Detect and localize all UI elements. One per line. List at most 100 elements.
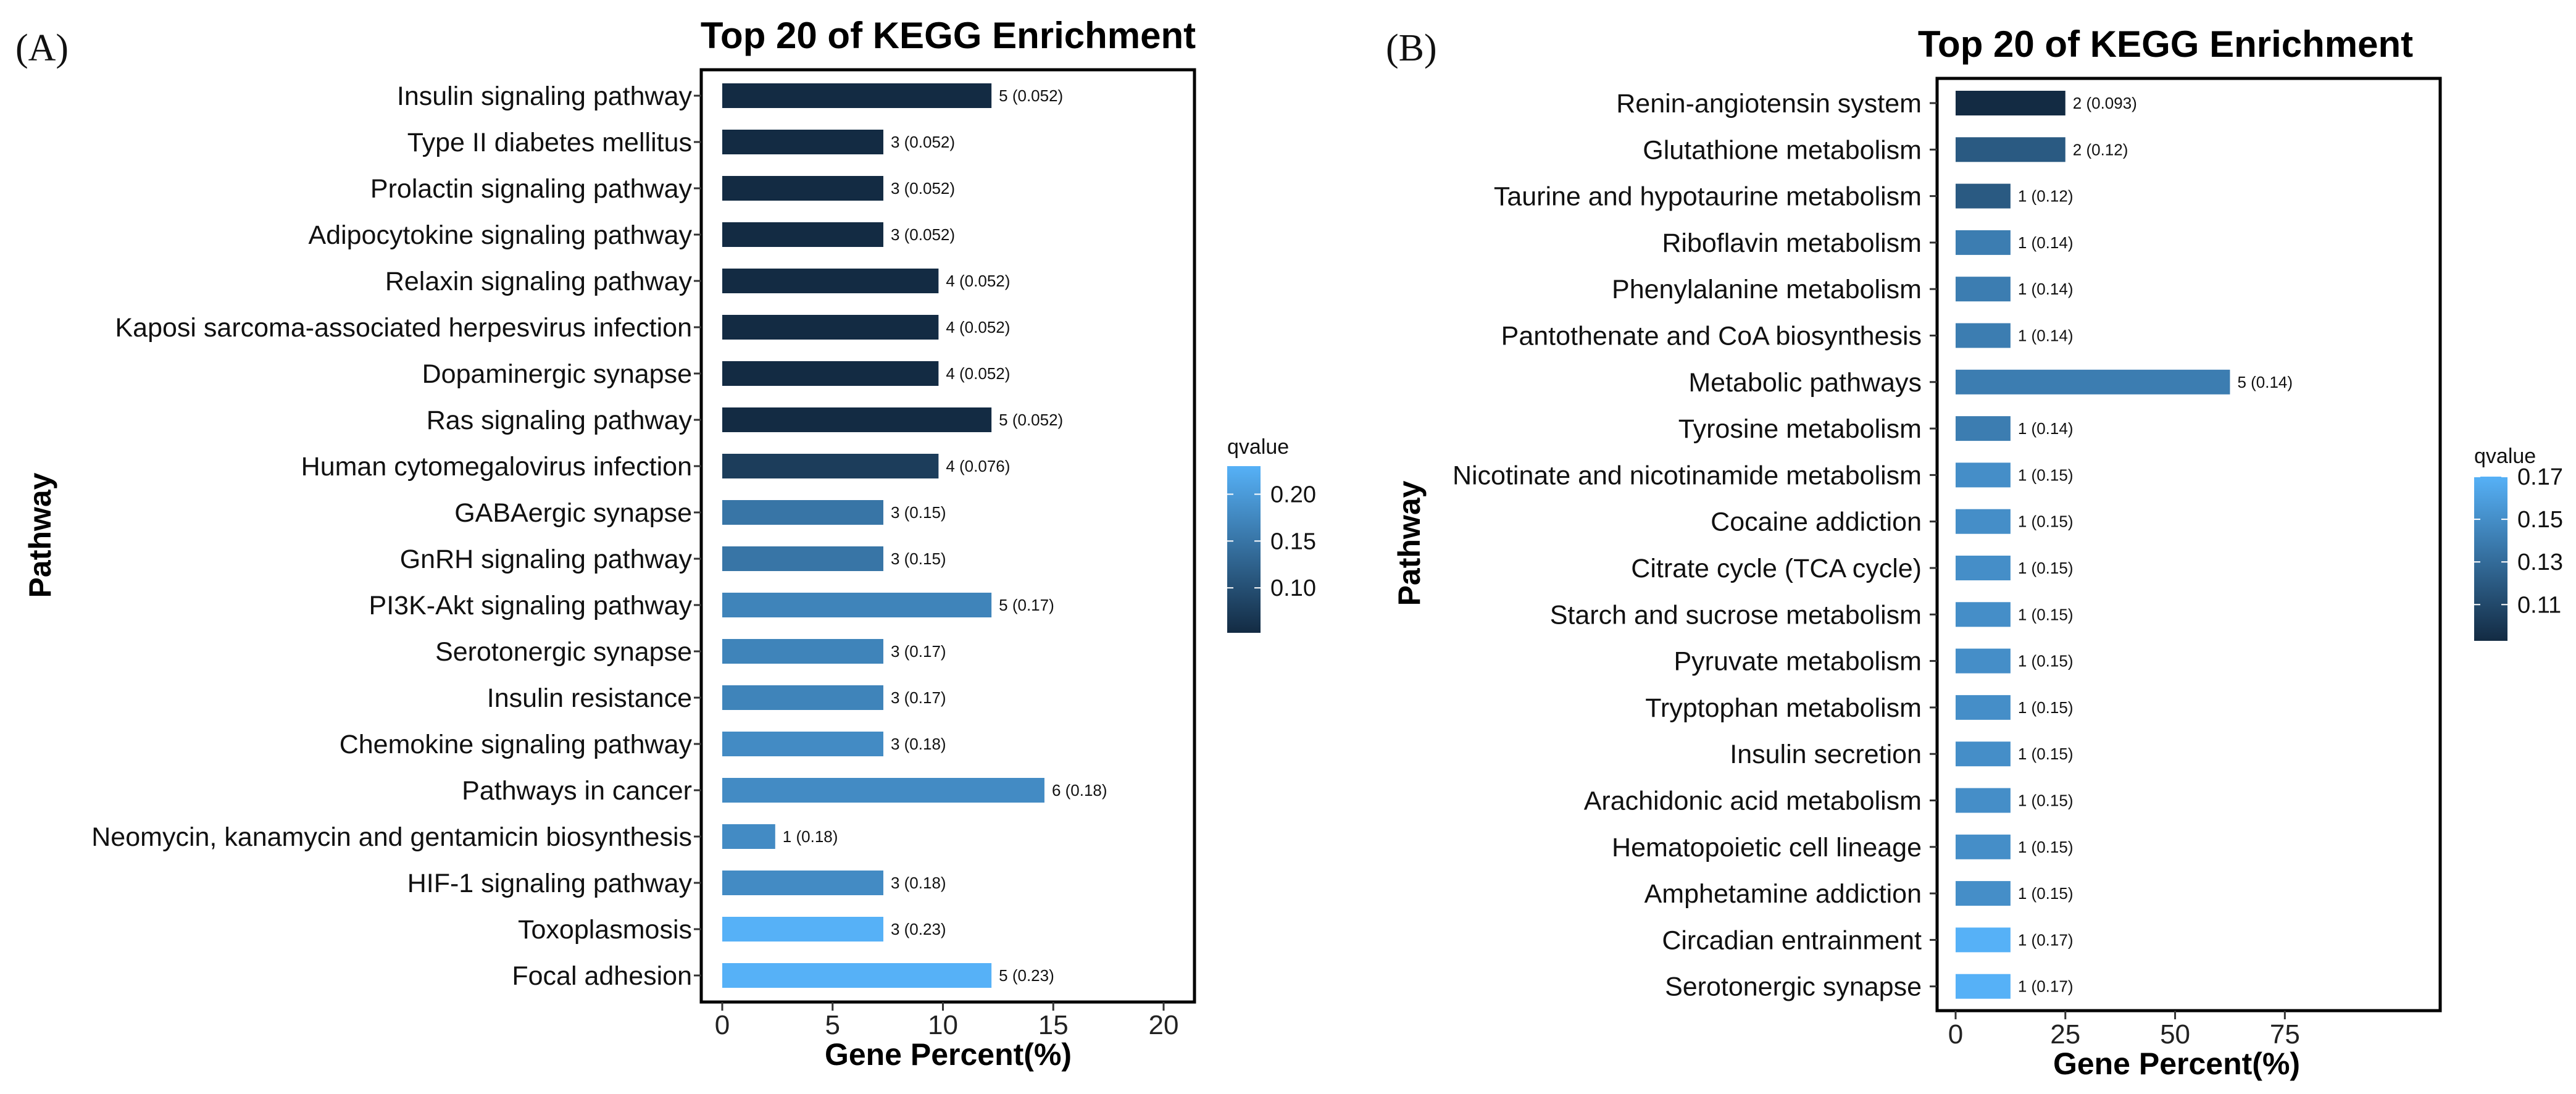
- panel-b-category-label: Metabolic pathways: [1688, 368, 1922, 398]
- panel-a-category-label: Type II diabetes mellitus: [407, 128, 692, 157]
- panel-b-bar: [1956, 556, 2011, 580]
- panel-b-category-label: Riboflavin metabolism: [1662, 228, 1922, 258]
- panel-a-bar: [722, 639, 883, 664]
- panel-a-legend-tick-label: 0.20: [1270, 482, 1316, 508]
- panel-b-category-label: Amphetamine addiction: [1644, 879, 1922, 909]
- panel-b-legend-tick-label: 0.13: [2517, 549, 2563, 575]
- panel-a-bar-value-label: 3 (0.17): [891, 642, 946, 661]
- panel-b-category-label: Phenylalanine metabolism: [1612, 275, 1922, 304]
- panel-a-bar-value-label: 5 (0.052): [999, 411, 1063, 429]
- panel-b-x-tick-label: 75: [2270, 1019, 2300, 1050]
- panel-a-x-axis: 0 5 10 15 20: [715, 1002, 1179, 1040]
- panel-a-legend-colorbar: [1227, 466, 1261, 633]
- panel-b-bar: [1956, 416, 2011, 441]
- panel-b-x-tick-label: 25: [2050, 1019, 2080, 1050]
- panel-b-bar-value-label: 1 (0.14): [2018, 233, 2074, 252]
- panel-b-bar: [1956, 91, 2065, 115]
- panel-a-category-label: GABAergic synapse: [454, 498, 692, 528]
- panel-b-category-label: Circadian entrainment: [1662, 925, 1922, 955]
- panel-b-x-axis-title: Gene Percent(%): [2053, 1046, 2300, 1081]
- panel-a-category-label: PI3K-Akt signaling pathway: [369, 591, 693, 620]
- panel-b-bar: [1956, 137, 2065, 162]
- panel-a-category-label: Neomycin, kanamycin and gentamicin biosy…: [91, 822, 692, 852]
- panel-a-category-label: Insulin resistance: [487, 683, 692, 713]
- panel-b-bar: [1956, 881, 2011, 906]
- panel-b-bar: [1956, 323, 2011, 348]
- panel-a-bar: [722, 778, 1044, 803]
- panel-a-bar-value-label: 4 (0.052): [946, 364, 1010, 383]
- panel-b-category-label: Nicotinate and nicotinamide metabolism: [1453, 461, 1922, 490]
- panel-b-bar-value-label: 1 (0.12): [2018, 187, 2074, 206]
- panel-a-category-label: Serotonergic synapse: [435, 637, 692, 667]
- panel-b-bar-value-label: 1 (0.15): [2018, 466, 2074, 484]
- panel-b-x-tick-label: 0: [1948, 1019, 1963, 1050]
- panel-a-bar-value-label: 3 (0.15): [891, 549, 946, 568]
- panel-a-bar: [722, 824, 775, 849]
- panel-a-bar: [722, 732, 883, 756]
- panel-b-bar-value-label: 1 (0.14): [2018, 327, 2074, 345]
- panel-a-bar: [722, 315, 939, 340]
- panel-b-category-label: Insulin secretion: [1730, 740, 1922, 769]
- panel-a-category-label: Dopaminergic synapse: [422, 359, 692, 389]
- panel-a-bar: [722, 83, 992, 108]
- panel-b-bar: [1956, 927, 2011, 953]
- panel-a-x-tick-label: 20: [1149, 1010, 1179, 1040]
- panel-b-category-label: Pyruvate metabolism: [1674, 647, 1922, 677]
- panel-a-bar-value-label: 3 (0.18): [891, 735, 946, 753]
- panel-a-category-label: Toxoplasmosis: [518, 915, 692, 945]
- panel-b-bar: [1956, 974, 2011, 999]
- panel-a-legend-title: qvalue: [1227, 435, 1289, 459]
- panel-b-bar: [1956, 741, 2011, 767]
- panel-a-bar-value-label: 4 (0.076): [946, 457, 1010, 475]
- panel-a-x-tick-label: 5: [825, 1010, 840, 1040]
- panel-b-category-label: Cocaine addiction: [1711, 507, 1922, 537]
- panel-a-bar: [722, 546, 883, 571]
- panel-a-letter: (A): [15, 27, 69, 69]
- panel-b-bar-value-label: 1 (0.15): [2018, 698, 2074, 717]
- panel-a-bar: [722, 454, 939, 478]
- panel-a-category-label: Focal adhesion: [512, 961, 692, 991]
- panel-b-category-label: Renin-angiotensin system: [1616, 89, 1922, 119]
- panel-a-bar-value-label: 5 (0.052): [999, 86, 1063, 105]
- panel-a-category-label: Chemokine signaling pathway: [340, 730, 693, 759]
- panel-b-category-label: Hematopoietic cell lineage: [1612, 833, 1922, 862]
- panel-a-bar: [722, 500, 883, 525]
- panel-b-bar-value-label: 1 (0.15): [2018, 559, 2074, 577]
- panel-a-category-label: Ras signaling pathway: [427, 406, 693, 435]
- panel-a-bar-value-label: 5 (0.23): [999, 966, 1054, 985]
- panel-b-category-label: Taurine and hypotaurine metabolism: [1494, 182, 1922, 212]
- panel-b-bar-value-label: 1 (0.15): [2018, 791, 2074, 810]
- panel-a-x-tick-label: 10: [928, 1010, 958, 1040]
- panel-b-bar-value-label: 1 (0.15): [2018, 838, 2074, 856]
- panel-b-bar-value-label: 1 (0.17): [2018, 977, 2074, 996]
- panel-a-bar-value-label: 3 (0.18): [891, 874, 946, 892]
- panel-b-bar: [1956, 183, 2011, 209]
- panel-a-x-axis-title: Gene Percent(%): [825, 1037, 1072, 1072]
- panel-a-category-label: Insulin signaling pathway: [397, 81, 693, 111]
- panel-b-bar-value-label: 1 (0.15): [2018, 745, 2074, 763]
- panel-a-bar: [722, 130, 883, 154]
- panel-a-title: Top 20 of KEGG Enrichment: [701, 15, 1196, 56]
- panel-a-bar-value-label: 5 (0.17): [999, 596, 1054, 614]
- panel-a-bar-value-label: 1 (0.18): [783, 827, 838, 846]
- panel-b-x-tick-label: 50: [2160, 1019, 2190, 1050]
- panel-a-bar: [722, 222, 883, 247]
- panel-b-bar: [1956, 509, 2011, 534]
- panel-a-bar: [722, 361, 939, 386]
- panel-b-letter: (B): [1386, 27, 1437, 69]
- panel-a: (A) Top 20 of KEGG Enrichment Pathway Ge…: [15, 15, 1316, 1072]
- panel-b-category-label: Tryptophan metabolism: [1645, 693, 1922, 723]
- panel-b-legend-title: qvalue: [2474, 445, 2536, 468]
- panel-b: (B) Top 20 of KEGG Enrichment Pathway Ge…: [1386, 23, 2563, 1081]
- panel-a-bar-value-label: 3 (0.15): [891, 503, 946, 522]
- panel-b-category-label: Pantothenate and CoA biosynthesis: [1501, 322, 1922, 351]
- panel-a-bar: [722, 269, 939, 293]
- panel-b-bar: [1956, 369, 2230, 395]
- panel-b-bar-value-label: 1 (0.15): [2018, 652, 2074, 670]
- panel-a-color-legend: qvalue 0.20 0.15 0.10: [1227, 435, 1316, 633]
- panel-b-bar-value-label: 2 (0.093): [2073, 94, 2137, 112]
- panel-a-bar: [722, 963, 992, 988]
- panel-b-plot-frame: [1935, 77, 2442, 1013]
- panel-b-category-label: Glutathione metabolism: [1643, 135, 1922, 165]
- panel-a-category-label: GnRH signaling pathway: [400, 545, 693, 574]
